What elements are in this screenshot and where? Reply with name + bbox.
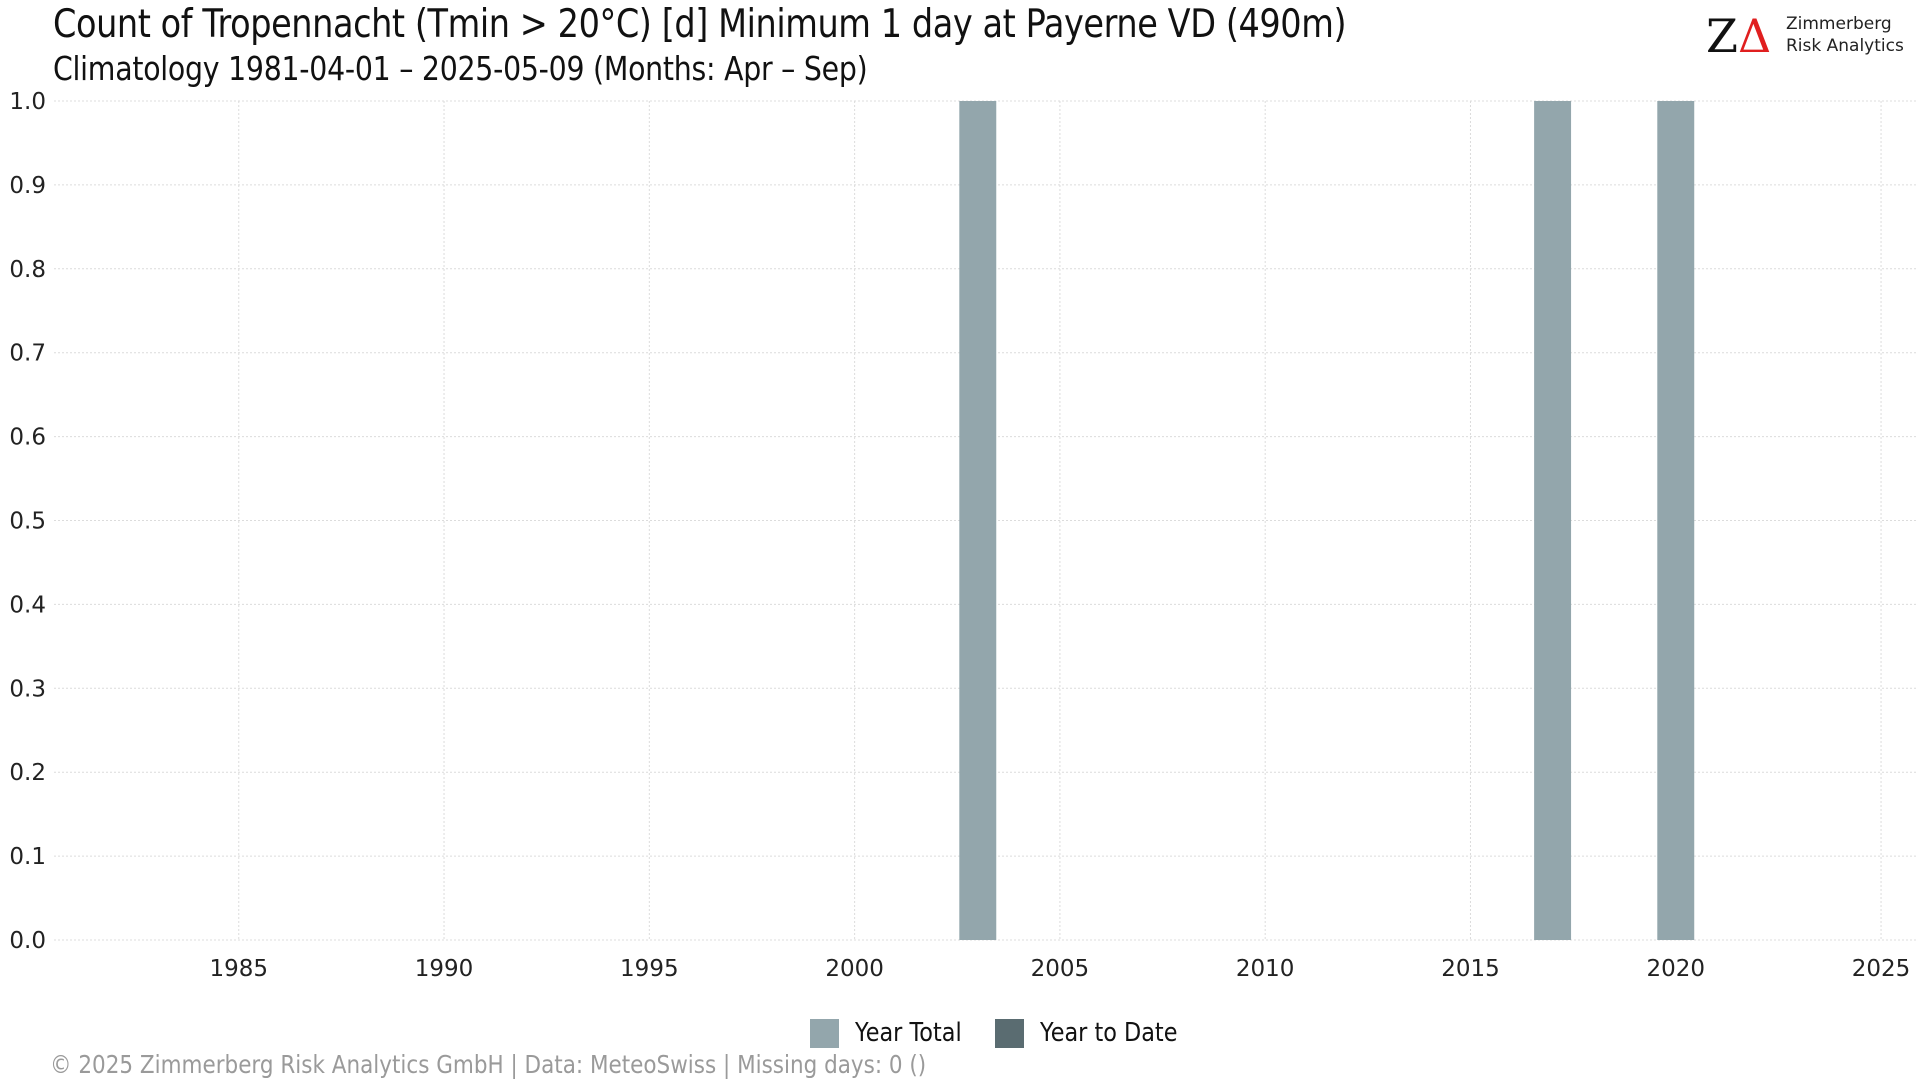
company-logo: ZΔ Zimmerberg Risk Analytics xyxy=(1706,10,1906,62)
bar-chart: 0.00.10.20.30.40.50.60.70.80.91.0 1985 19… xyxy=(9,89,1918,982)
chart-subtitle: Climatology 1981-04-01 – 2025-05-09 (Mon… xyxy=(53,49,868,88)
y-tick-label: 0.0 xyxy=(9,928,46,954)
x-tick-label: 2025 xyxy=(1852,956,1911,982)
x-tick-label: 2015 xyxy=(1441,956,1500,982)
bar-year-total-2003 xyxy=(959,101,997,940)
bar-year-total-2020 xyxy=(1657,101,1695,940)
logo-text-line1: Zimmerberg xyxy=(1786,14,1892,34)
legend-label-year-total: Year Total xyxy=(855,1018,962,1048)
x-tick-label: 2020 xyxy=(1646,956,1705,982)
legend-swatch-year-total xyxy=(810,1018,839,1048)
legend: Year Total Year to Date xyxy=(810,1016,1216,1050)
logo-delta: Δ xyxy=(1737,9,1772,63)
x-axis-ticks: 1985 1990 1995 2000 2005 2010 2015 2020 2025 xyxy=(209,956,1910,982)
y-tick-label: 0.5 xyxy=(9,509,46,535)
logo-z: Z xyxy=(1706,9,1738,63)
y-tick-label: 0.3 xyxy=(9,676,46,702)
y-tick-label: 0.4 xyxy=(9,592,46,618)
y-tick-label: 0.2 xyxy=(9,760,46,786)
y-tick-label: 1.0 xyxy=(9,89,46,115)
y-axis-ticks: 0.0 0.1 0.2 0.3 0.4 0.5 0.6 0.7 0.8 0.9 1.0 xyxy=(9,89,46,954)
x-tick-label: 1985 xyxy=(209,956,268,982)
y-tick-label: 0.7 xyxy=(9,341,46,367)
x-tick-label: 2010 xyxy=(1236,956,1295,982)
x-tick-label: 1995 xyxy=(620,956,679,982)
y-tick-label: 0.1 xyxy=(9,844,46,870)
y-tick-label: 0.9 xyxy=(9,173,46,199)
chart-title: Count of Tropennacht (Tmin > 20°C) [d] M… xyxy=(53,2,1347,47)
logo-mark: ZΔ xyxy=(1706,10,1771,62)
y-tick-label: 0.6 xyxy=(9,425,46,451)
legend-item-year-to-date: Year to Date xyxy=(995,1018,1200,1048)
footer-credits: © 2025 Zimmerberg Risk Analytics GmbH | … xyxy=(50,1050,927,1079)
bar-year-total-2017 xyxy=(1534,101,1572,940)
logo-text-line2: Risk Analytics xyxy=(1786,36,1904,56)
y-tick-label: 0.8 xyxy=(9,257,46,283)
bars xyxy=(959,101,1695,940)
legend-swatch-year-to-date xyxy=(995,1018,1025,1048)
x-tick-label: 1990 xyxy=(415,956,474,982)
x-tick-label: 2000 xyxy=(825,956,884,982)
legend-item-year-total: Year Total xyxy=(810,1018,979,1048)
legend-label-year-to-date: Year to Date xyxy=(1040,1018,1178,1048)
x-tick-label: 2005 xyxy=(1031,956,1090,982)
